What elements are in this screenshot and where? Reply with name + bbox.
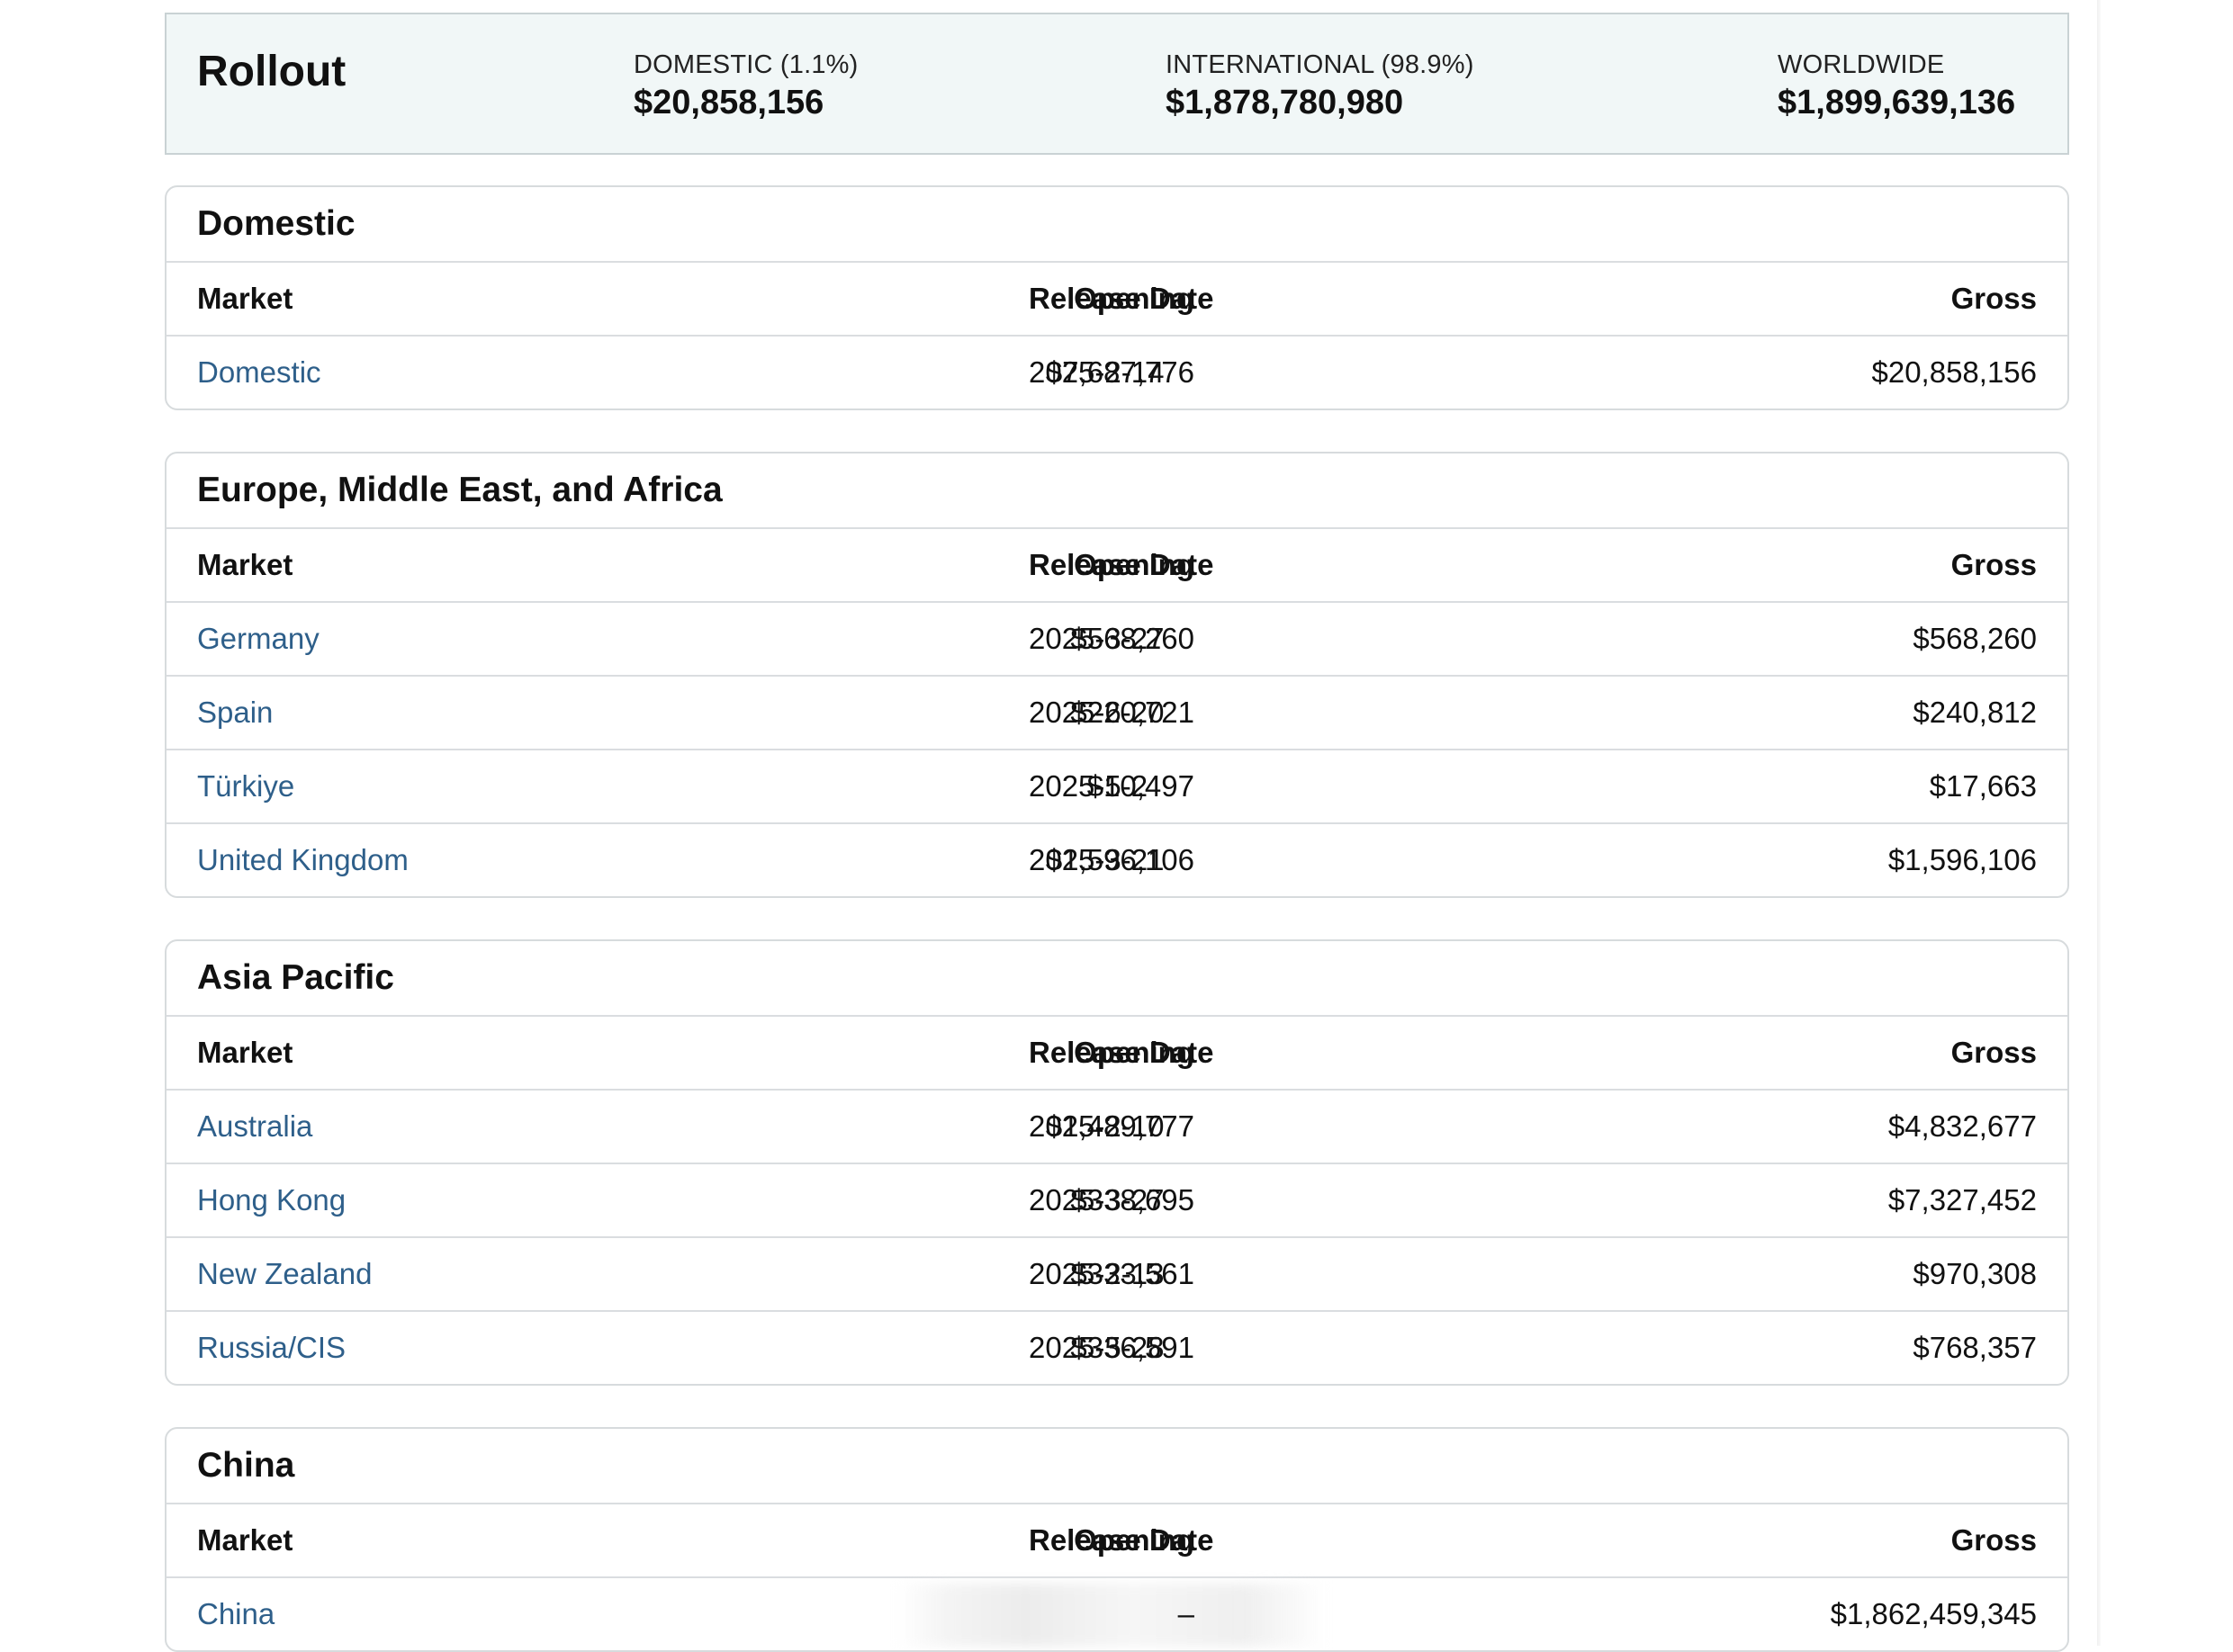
column-header-market: Market xyxy=(197,282,293,315)
release-date-cell: 2025-3-27 xyxy=(1029,622,1165,655)
column-header-gross: Gross xyxy=(1950,1523,2037,1557)
market-link[interactable]: Russia/CIS xyxy=(197,1331,347,1364)
column-header-release-date: Release Date xyxy=(1029,282,1214,315)
section-china: China Market Release Date Opening Gross … xyxy=(165,1427,2069,1652)
domestic-summary-value: $20,858,156 xyxy=(634,84,824,121)
opening-cell: $1,596,106 xyxy=(1045,843,1194,876)
table-row: Germany 2025-3-27 $568,260 $568,260 xyxy=(167,603,2067,677)
market-link[interactable]: New Zealand xyxy=(197,1257,373,1290)
section-domestic: Domestic Market Release Date Opening Gro… xyxy=(165,185,2069,410)
section-emea: Europe, Middle East, and Africa Market R… xyxy=(165,452,2069,898)
market-link[interactable]: China xyxy=(197,1597,275,1630)
obscured-release-date xyxy=(896,1584,1328,1647)
market-link[interactable]: Australia xyxy=(197,1109,313,1143)
gross-cell: $17,663 xyxy=(1929,769,2037,803)
opening-cell: $338,695 xyxy=(1070,1183,1194,1217)
gross-cell: $568,260 xyxy=(1913,622,2037,655)
release-date-cell: 2025-5-2 xyxy=(1029,769,1148,803)
table-row: Australia 2025-2-10 $1,489,777 $4,832,67… xyxy=(167,1091,2067,1164)
worldwide-summary: WORLDWIDE $1,899,639,136 xyxy=(1778,50,2015,122)
release-date-cell: 2025-3-21 xyxy=(1029,843,1165,876)
column-header-gross: Gross xyxy=(1950,1036,2037,1069)
table-row: China – $1,862,459,345 xyxy=(167,1578,2067,1650)
opening-cell: $336,591 xyxy=(1070,1331,1194,1364)
market-link[interactable]: United Kingdom xyxy=(197,843,409,876)
gross-cell: $768,357 xyxy=(1913,1331,2037,1364)
rollout-title: Rollout xyxy=(197,48,347,95)
market-link[interactable]: Hong Kong xyxy=(197,1183,347,1217)
rollout-page: Rollout DOMESTIC (1.1%) $20,858,156 INTE… xyxy=(165,13,2069,1652)
column-header-release-date: Release Date xyxy=(1029,1523,1214,1557)
opening-cell: $568,260 xyxy=(1070,622,1194,655)
table-row: Domestic 2025-2-14 $7,687,776 $20,858,15… xyxy=(167,337,2067,409)
opening-cell: $220,721 xyxy=(1070,696,1194,729)
section-title: Domestic xyxy=(167,187,2067,263)
rollout-summary: Rollout DOMESTIC (1.1%) $20,858,156 INTE… xyxy=(165,13,2069,155)
opening-cell: $7,687,776 xyxy=(1045,355,1194,389)
market-link[interactable]: Germany xyxy=(197,622,320,655)
section-title: Asia Pacific xyxy=(167,941,2067,1017)
table-header-row: Market Release Date Opening Gross xyxy=(167,263,2067,337)
table-header-row: Market Release Date Opening Gross xyxy=(167,1017,2067,1091)
gross-cell: $4,832,677 xyxy=(1887,1109,2037,1143)
column-header-opening: Opening xyxy=(1074,548,1194,581)
release-date-cell: 2025-2-13 xyxy=(1029,1257,1165,1290)
table-row: Hong Kong 2025-3-27 $338,695 $7,327,452 xyxy=(167,1164,2067,1238)
opening-cell: – xyxy=(1177,1597,1194,1630)
gross-cell: $970,308 xyxy=(1913,1257,2037,1290)
page-edge-shadow xyxy=(2097,0,2101,1646)
international-summary-value: $1,878,780,980 xyxy=(1166,84,1404,121)
release-date-cell: 2025-5-28 xyxy=(1029,1331,1165,1364)
table-row: Spain 2025-6-20 $220,721 $240,812 xyxy=(167,677,2067,750)
release-date-cell: 2025-2-14 xyxy=(1029,355,1165,389)
opening-cell: $333,561 xyxy=(1070,1257,1194,1290)
section-title: Europe, Middle East, and Africa xyxy=(167,453,2067,529)
release-date-cell: 2025-6-20 xyxy=(1029,696,1165,729)
table-header-row: Market Release Date Opening Gross xyxy=(167,1504,2067,1578)
table-header-row: Market Release Date Opening Gross xyxy=(167,529,2067,603)
international-summary-label: INTERNATIONAL (98.9%) xyxy=(1166,50,1474,79)
column-header-market: Market xyxy=(197,1036,293,1069)
column-header-market: Market xyxy=(197,1523,293,1557)
column-header-market: Market xyxy=(197,548,293,581)
market-link[interactable]: Domestic xyxy=(197,355,321,389)
domestic-summary: DOMESTIC (1.1%) $20,858,156 xyxy=(634,50,859,122)
worldwide-summary-label: WORLDWIDE xyxy=(1778,50,1945,79)
gross-cell: $240,812 xyxy=(1913,696,2037,729)
opening-cell: $1,489,777 xyxy=(1045,1109,1194,1143)
column-header-release-date: Release Date xyxy=(1029,548,1214,581)
table-row: New Zealand 2025-2-13 $333,561 $970,308 xyxy=(167,1238,2067,1312)
column-header-release-date: Release Date xyxy=(1029,1036,1214,1069)
gross-cell: $1,596,106 xyxy=(1887,843,2037,876)
table-row: Türkiye 2025-5-2 $10,497 $17,663 xyxy=(167,750,2067,824)
release-date-cell: 2025-2-10 xyxy=(1029,1109,1165,1143)
domestic-summary-label: DOMESTIC (1.1%) xyxy=(634,50,859,79)
column-header-opening: Opening xyxy=(1074,1523,1194,1557)
section-asia-pacific: Asia Pacific Market Release Date Opening… xyxy=(165,939,2069,1386)
release-date-cell: 2025-3-27 xyxy=(1029,1183,1165,1217)
column-header-gross: Gross xyxy=(1950,548,2037,581)
table-row: Russia/CIS 2025-5-28 $336,591 $768,357 xyxy=(167,1312,2067,1384)
column-header-opening: Opening xyxy=(1074,1036,1194,1069)
section-title: China xyxy=(167,1429,2067,1504)
international-summary: INTERNATIONAL (98.9%) $1,878,780,980 xyxy=(1166,50,1474,122)
column-header-opening: Opening xyxy=(1074,282,1194,315)
opening-cell: $10,497 xyxy=(1086,769,1194,803)
worldwide-summary-value: $1,899,639,136 xyxy=(1778,84,2016,121)
column-header-gross: Gross xyxy=(1950,282,2037,315)
market-link[interactable]: Spain xyxy=(197,696,274,729)
gross-cell: $7,327,452 xyxy=(1887,1183,2037,1217)
table-row: United Kingdom 2025-3-21 $1,596,106 $1,5… xyxy=(167,824,2067,896)
gross-cell: $1,862,459,345 xyxy=(1830,1597,2037,1630)
gross-cell: $20,858,156 xyxy=(1871,355,2037,389)
market-link[interactable]: Türkiye xyxy=(197,769,295,803)
